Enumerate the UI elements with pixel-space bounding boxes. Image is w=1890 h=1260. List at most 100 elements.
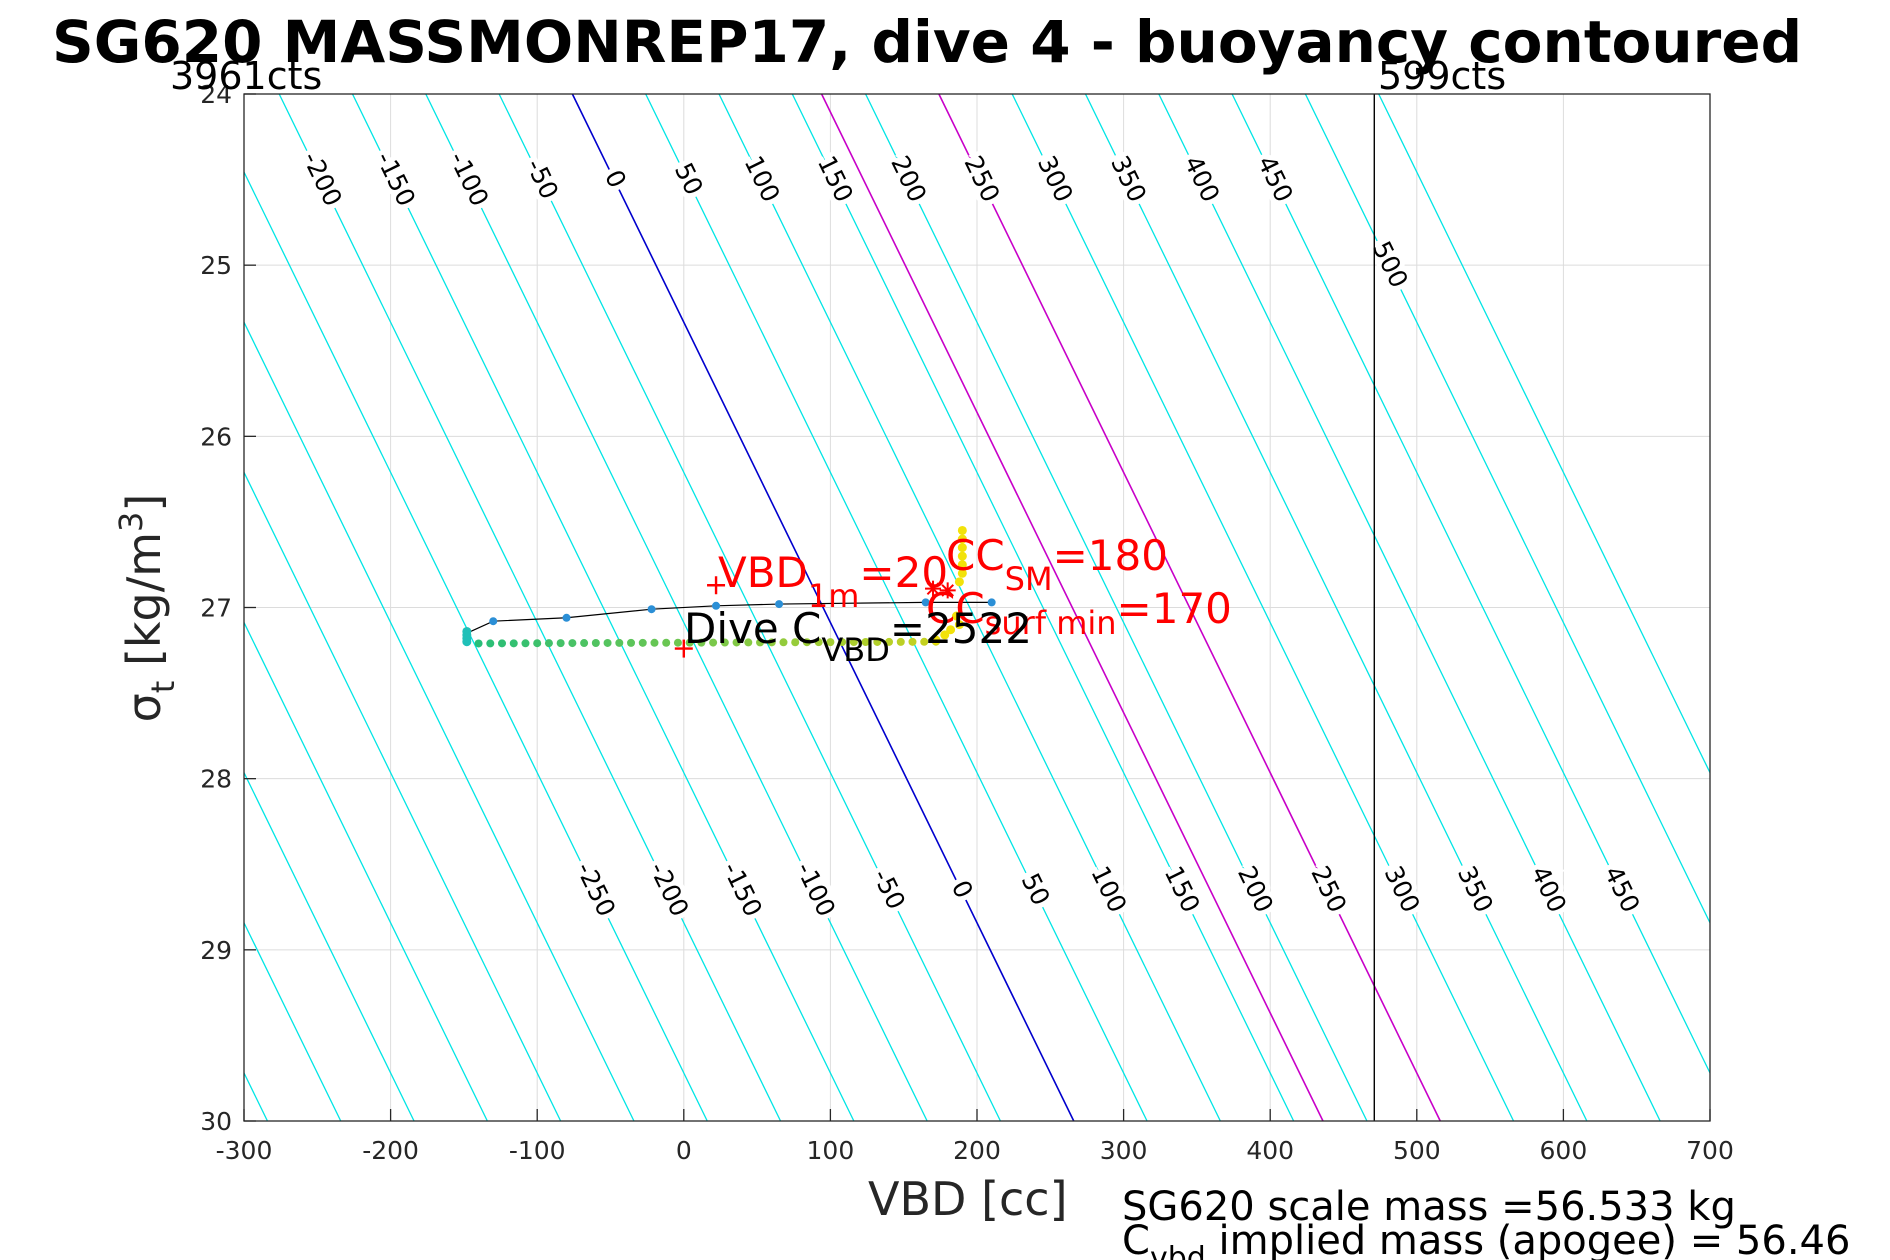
dive-point bbox=[861, 637, 870, 646]
y-axis-label-sup: 3 bbox=[112, 512, 150, 532]
dive-point bbox=[791, 638, 800, 647]
dive-point bbox=[720, 638, 729, 647]
x-tick-label: 200 bbox=[953, 1136, 1001, 1165]
y-tick-label: 30 bbox=[200, 1107, 232, 1136]
contour-line bbox=[351, 94, 855, 1121]
y-tick-label: 25 bbox=[200, 251, 232, 280]
contour-line bbox=[244, 921, 342, 1121]
surface-point bbox=[931, 635, 941, 645]
contour-line bbox=[244, 621, 488, 1121]
contour-line bbox=[244, 470, 562, 1121]
dive-point bbox=[486, 639, 495, 648]
surface-point bbox=[957, 543, 967, 553]
profile-point bbox=[712, 601, 721, 610]
dive-point bbox=[779, 638, 788, 647]
y-axis-label-sub: t bbox=[144, 681, 182, 694]
dive-point bbox=[732, 638, 741, 647]
dive-point bbox=[744, 638, 753, 647]
dive-point bbox=[556, 639, 565, 648]
ccsm-value: =180 bbox=[1053, 531, 1168, 580]
x-tick-label: -200 bbox=[362, 1136, 419, 1165]
contour-lines bbox=[244, 94, 1710, 1121]
contour-line bbox=[244, 320, 635, 1121]
dive-point bbox=[474, 639, 483, 648]
y-tick-label: 27 bbox=[200, 594, 232, 623]
dive-point bbox=[802, 638, 811, 647]
profile-point bbox=[489, 617, 498, 626]
ccsurf-sub: surf min bbox=[985, 604, 1117, 642]
annotation-vbd1m: VBD1m=20 bbox=[718, 548, 948, 615]
dive-point bbox=[615, 638, 624, 647]
contour-line bbox=[645, 94, 1148, 1121]
contour-line bbox=[791, 94, 1295, 1121]
surface-point bbox=[957, 534, 967, 544]
ccsm-sub: SM bbox=[1005, 560, 1053, 598]
contour-line bbox=[1378, 94, 1710, 775]
dive-point bbox=[873, 637, 882, 646]
dive-point bbox=[896, 637, 905, 646]
dive-point bbox=[826, 638, 835, 647]
dive-point bbox=[568, 639, 577, 648]
vbd1m-sub: 1m bbox=[808, 577, 860, 615]
contour-line bbox=[1084, 94, 1588, 1121]
y-tick-label: 28 bbox=[200, 765, 232, 794]
dive-point bbox=[580, 639, 589, 648]
dive-point bbox=[920, 637, 929, 646]
counts-left-label: 3961cts bbox=[170, 54, 322, 98]
dive-point bbox=[662, 638, 671, 647]
contour-line bbox=[1231, 94, 1710, 1075]
dive-point bbox=[756, 638, 765, 647]
y-tick-label: 26 bbox=[200, 422, 232, 451]
ccsm-main: CC bbox=[946, 531, 1005, 580]
footer-c: C bbox=[1122, 1218, 1150, 1260]
surface-point bbox=[954, 577, 964, 587]
vbd1m-main: VBD bbox=[718, 548, 808, 597]
dive-point bbox=[709, 638, 718, 647]
surface-point bbox=[940, 630, 950, 640]
ccsurf-value: =170 bbox=[1117, 584, 1232, 633]
dive-point bbox=[838, 638, 847, 647]
x-tick-label: 300 bbox=[1100, 1136, 1148, 1165]
footer-implied-mass: Cvbd implied mass (apogee) = 56.46 bbox=[1122, 1218, 1850, 1260]
ccsurf-main: CC bbox=[926, 584, 985, 633]
dive-profile bbox=[462, 525, 996, 658]
dive-point bbox=[603, 638, 612, 647]
footer-scale-mass: SG620 scale mass =56.533 kg bbox=[1122, 1184, 1736, 1230]
star-marker bbox=[926, 582, 940, 595]
y-tick-label: 29 bbox=[200, 936, 232, 965]
x-axis-label: VBD [cc] bbox=[868, 1172, 1068, 1226]
profile-point bbox=[987, 598, 996, 607]
profile-point bbox=[921, 598, 930, 607]
surface-point bbox=[957, 551, 967, 561]
profile-line bbox=[466, 601, 992, 634]
contour-line bbox=[718, 94, 1221, 1121]
y-axis-label-close: ] bbox=[117, 494, 171, 512]
footer-implied-rest: implied mass (apogee) = 56.46 bbox=[1206, 1218, 1851, 1260]
dive-point bbox=[638, 638, 647, 647]
contour-line bbox=[1304, 94, 1710, 925]
x-tick-label: 100 bbox=[807, 1136, 855, 1165]
dive-point bbox=[908, 637, 917, 646]
x-tick-label: 0 bbox=[676, 1136, 692, 1165]
y-axis-label-unit: [kg/m bbox=[117, 532, 171, 681]
surface-point bbox=[957, 568, 967, 578]
profile-point bbox=[562, 613, 571, 622]
star-marker bbox=[941, 584, 954, 597]
surface-point bbox=[951, 611, 961, 621]
dive-point bbox=[697, 638, 706, 647]
vbd1m-value: =20 bbox=[859, 548, 948, 597]
contour-line bbox=[1158, 94, 1661, 1121]
contour-line bbox=[244, 170, 708, 1121]
x-tick-label: 700 bbox=[1686, 1136, 1734, 1165]
chart-title: SG620 MASSMONREP17, dive 4 - buoyancy co… bbox=[52, 8, 1802, 76]
surface-point bbox=[957, 525, 967, 535]
dive-point bbox=[533, 639, 542, 648]
x-tick-label: -100 bbox=[509, 1136, 566, 1165]
dive-point bbox=[673, 638, 682, 647]
y-axis-label: σt [kg/m3] bbox=[112, 494, 182, 723]
divec-main: Dive C bbox=[684, 604, 821, 653]
contour-line bbox=[278, 94, 782, 1121]
dive-point bbox=[544, 639, 553, 648]
dive-point bbox=[885, 637, 894, 646]
